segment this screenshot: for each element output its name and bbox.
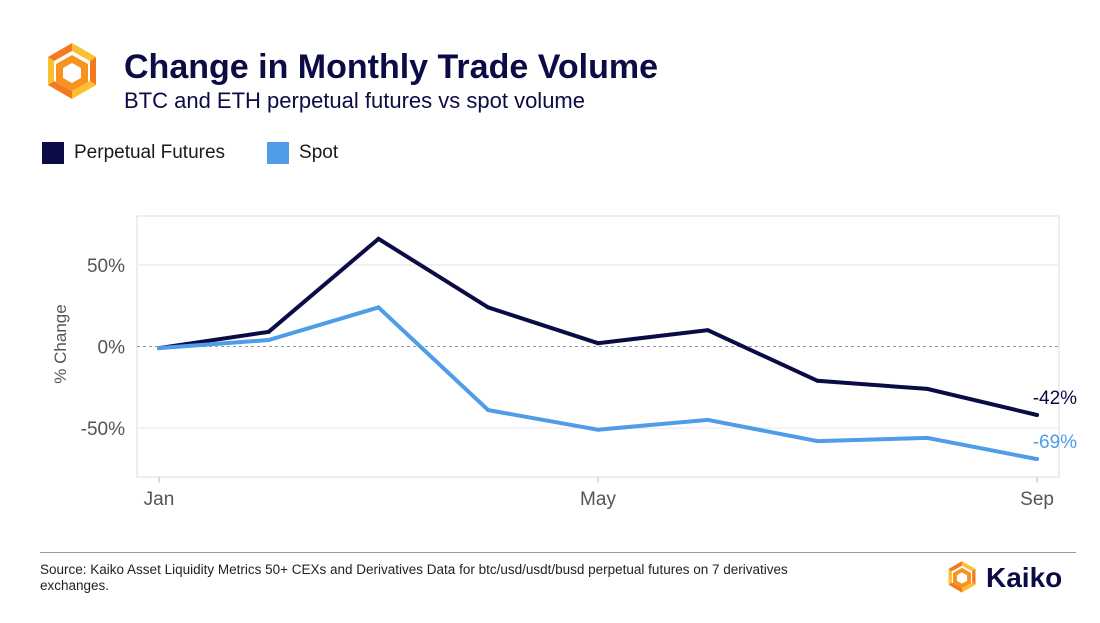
- data-point-spot: [596, 427, 600, 432]
- y-tick-label: 0%: [98, 338, 126, 359]
- data-point-perpetual-futures: [376, 236, 381, 241]
- data-point-spot: [266, 337, 271, 342]
- data-point-spot: [486, 408, 491, 413]
- series-layer: -42% -69%: [156, 236, 1077, 462]
- data-point-spot: [925, 435, 930, 440]
- data-point-spot: [1035, 457, 1040, 462]
- data-point-perpetual-futures: [1035, 413, 1040, 418]
- brand-name: Kaiko: [986, 562, 1063, 593]
- legend-swatch-perpetual-futures: [42, 142, 64, 164]
- end-label-spot: -69%: [1033, 432, 1077, 453]
- data-point-perpetual-futures: [266, 329, 271, 334]
- kaiko-logo-icon: [48, 43, 96, 99]
- end-label-perpetual-futures: -42%: [1033, 388, 1077, 409]
- data-point-perpetual-futures: [486, 305, 491, 310]
- data-point-spot: [705, 417, 710, 422]
- kaiko-brand-icon: [948, 561, 976, 593]
- data-point-perpetual-futures: [925, 386, 930, 391]
- legend-item-spot: Spot: [267, 142, 338, 164]
- data-point-spot: [156, 346, 161, 351]
- y-axis-label: % Change: [51, 304, 70, 383]
- legend-label-spot: Spot: [299, 142, 339, 163]
- chart-subtitle: BTC and ETH perpetual futures vs spot vo…: [124, 88, 585, 113]
- data-point-perpetual-futures: [815, 378, 820, 383]
- series-line-spot: [158, 305, 1038, 462]
- legend-label-perpetual-futures: Perpetual Futures: [74, 142, 226, 163]
- legend-swatch-spot: [267, 142, 290, 164]
- data-point-spot: [815, 439, 820, 444]
- legend-item-perpetual-futures: Perpetual Futures: [42, 142, 225, 164]
- source-note: Source: Kaiko Asset Liquidity Metrics 50…: [40, 562, 788, 593]
- x-tick-label: Jan: [144, 489, 175, 510]
- data-point-perpetual-futures: [596, 341, 600, 346]
- brand: Kaiko: [944, 560, 1062, 596]
- y-tick-label: 50%: [87, 256, 125, 277]
- x-tick-label: May: [580, 489, 616, 510]
- grid-layer: [137, 264, 1059, 429]
- legend: Perpetual Futures Spot: [42, 142, 380, 164]
- chart-title: Change in Monthly Trade Volume: [124, 48, 658, 86]
- x-tick-label: Sep: [1020, 489, 1054, 510]
- footer-divider: [40, 552, 1076, 553]
- y-tick-label: -50%: [81, 419, 125, 440]
- data-point-spot: [376, 305, 381, 310]
- data-point-perpetual-futures: [705, 328, 710, 333]
- axis-layer: 50% 0% -50% Jan May Sep: [81, 256, 1054, 510]
